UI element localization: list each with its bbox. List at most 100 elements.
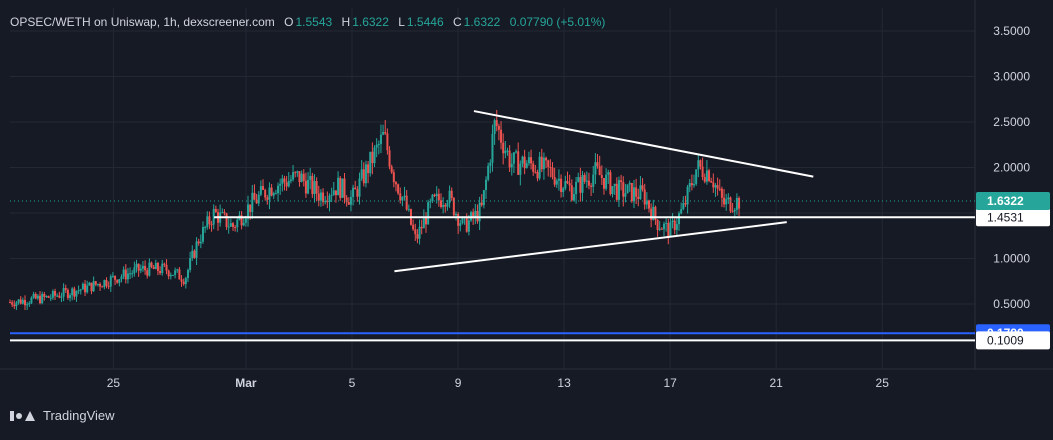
candle-body [403,195,406,197]
open-value: 1.5543 [295,15,333,29]
candle-body [159,270,162,274]
candle-body [324,201,327,203]
candle-body [693,184,696,186]
candle-body [671,220,674,223]
candle-body [439,200,442,207]
candle-body [244,218,247,223]
low-value: 1.5446 [406,15,444,29]
candle-body [632,187,635,202]
candle-body [622,182,625,197]
y-tick-label: 1.0000 [993,252,1030,266]
candle-body [444,204,447,207]
candle-body [174,270,177,275]
tradingview-brand: TradingView [43,408,115,423]
y-tick-label: 3.5000 [993,24,1030,38]
candle-body [448,190,451,203]
candle-body [309,175,312,180]
candle-body [482,190,485,206]
candle-body [414,229,417,235]
candle-body [176,269,179,271]
candle-body [189,258,192,270]
candle-body [729,197,732,212]
candle-body [169,275,172,277]
candle-body [386,133,389,151]
candle-body [487,165,490,180]
candle-body [137,263,140,271]
candle-body [236,219,239,228]
candle-body [512,152,515,164]
candle-body [13,304,16,307]
candle-body [660,228,663,230]
candle-body [109,276,112,287]
candle-body [459,223,462,226]
candle-body [480,202,483,206]
candle-body [94,281,97,285]
candle-body [401,196,404,201]
last-price-badge [976,191,1050,210]
candle-body [326,201,329,203]
candle-body [485,179,488,191]
candle-body [255,199,258,204]
candle-body [620,180,623,183]
candle-body [708,170,711,182]
candle-body [427,202,430,225]
candle-body [15,302,18,307]
candle-body [562,188,565,193]
candle-body [214,209,217,213]
candle-body [81,283,84,290]
tradingview-footer[interactable]: TradingView [10,408,115,423]
candle-body [384,132,387,134]
candle-body [274,193,277,195]
candle-body [388,150,391,167]
candle-body [129,273,132,275]
high-label: H [341,15,351,29]
symbol-label[interactable]: OPSEC/WETH on Uniswap, 1h, dexscreener.c… [10,15,275,29]
candle-body [508,150,511,168]
candle-body [373,147,376,164]
candle-body [79,289,82,291]
candle-body [180,279,183,282]
candle-body [30,297,33,304]
candle-body [519,163,522,175]
candle-body [416,234,419,239]
candle-body [718,188,721,190]
candle-body [536,172,539,179]
candle-body [281,178,284,184]
candle-body [738,197,741,209]
candle-body [716,185,719,189]
candle-body [375,144,378,148]
candle-body [111,275,114,277]
candle-body [21,299,24,304]
candle-body [356,189,359,197]
y-tick-label: 2.5000 [993,115,1030,129]
candle-body [289,179,292,182]
candle-body [390,166,393,173]
candle-body [418,226,421,239]
y-tick-label: 0.5000 [993,297,1030,311]
candle-body [264,189,267,198]
candle-body [330,194,333,196]
candle-body [663,223,666,230]
candle-body [645,200,648,205]
candle-body [62,288,65,297]
candle-body [343,178,346,198]
candle-body [362,169,365,184]
candle-body [84,283,87,293]
candle-body [283,178,286,183]
candle-body [613,183,616,187]
candle-body [407,209,410,211]
candle-body [253,192,256,200]
candle-body [296,171,299,173]
candle-body [455,213,458,216]
candle-body [96,283,99,285]
candle-body [229,223,232,227]
candle-body [165,264,168,271]
candle-body [607,172,610,175]
candle-body [392,172,395,183]
candle-body [579,177,582,193]
candle-body [36,295,39,299]
candle-body [292,172,295,180]
candle-body [317,193,320,201]
